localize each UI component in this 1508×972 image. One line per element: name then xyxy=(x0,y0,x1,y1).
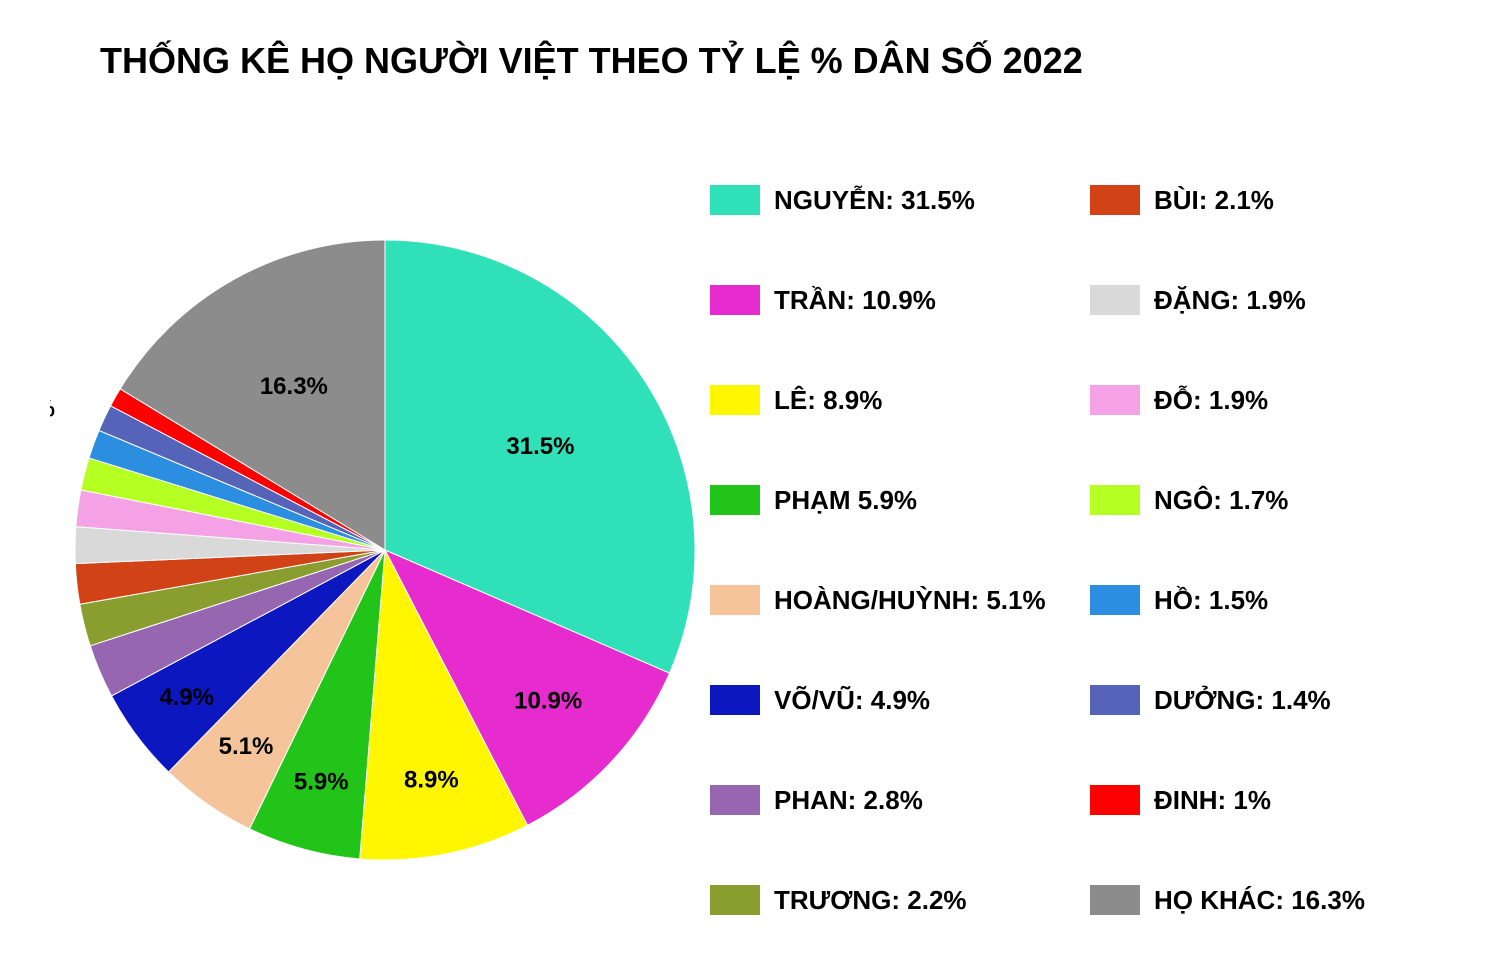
legend-item: ĐINH: 1% xyxy=(1090,750,1460,850)
legend-swatch xyxy=(1090,485,1140,515)
legend-item: DƯỞNG: 1.4% xyxy=(1090,650,1460,750)
legend-swatch xyxy=(710,385,760,415)
legend-label: NGÔ: 1.7% xyxy=(1154,485,1288,516)
legend-label: ĐỖ: 1.9% xyxy=(1154,385,1268,416)
legend-swatch xyxy=(1090,585,1140,615)
legend-item: HỒ: 1.5% xyxy=(1090,550,1460,650)
legend-swatch xyxy=(710,285,760,315)
legend-item: PHẠM 5.9% xyxy=(710,450,1080,550)
legend-swatch xyxy=(710,885,760,915)
legend-swatch xyxy=(1090,885,1140,915)
slice-label-external: 1% xyxy=(50,395,55,422)
legend-item: TRẦN: 10.9% xyxy=(710,250,1080,350)
legend-swatch xyxy=(710,785,760,815)
legend-swatch xyxy=(1090,185,1140,215)
pie-chart-svg: 31.5%10.9%8.9%5.9%5.1%4.9%2.8%2.2%2.1%1.… xyxy=(50,150,750,950)
legend-swatch xyxy=(710,485,760,515)
legend: NGUYỄN: 31.5% BÙI: 2.1% TRẦN: 10.9% ĐẶNG: 1… xyxy=(710,150,1490,950)
legend-label: VÕ/VŨ: 4.9% xyxy=(774,685,930,716)
slice-label: 4.9% xyxy=(159,684,214,711)
pie-chart-area: 31.5%10.9%8.9%5.9%5.1%4.9%2.8%2.2%2.1%1.… xyxy=(50,150,700,950)
legend-swatch xyxy=(710,185,760,215)
legend-label: HOÀNG/HUỲNH: 5.1% xyxy=(774,585,1046,616)
legend-item: ĐẶNG: 1.9% xyxy=(1090,250,1460,350)
legend-swatch xyxy=(710,585,760,615)
legend-item: PHAN: 2.8% xyxy=(710,750,1080,850)
legend-swatch xyxy=(1090,385,1140,415)
legend-label: HỒ: 1.5% xyxy=(1154,585,1268,616)
legend-label: PHAN: 2.8% xyxy=(774,785,923,816)
legend-item: LÊ: 8.9% xyxy=(710,350,1080,450)
legend-item: NGUYỄN: 31.5% xyxy=(710,150,1080,250)
legend-swatch xyxy=(1090,785,1140,815)
slice-label: 10.9% xyxy=(514,688,582,715)
legend-swatch xyxy=(1090,285,1140,315)
legend-swatch xyxy=(710,685,760,715)
legend-item: VÕ/VŨ: 4.9% xyxy=(710,650,1080,750)
legend-item: ĐỖ: 1.9% xyxy=(1090,350,1460,450)
legend-label: TRẦN: 10.9% xyxy=(774,285,936,316)
slice-label: 16.3% xyxy=(260,373,328,400)
chart-title: THỐNG KÊ HỌ NGƯỜI VIỆT THEO TỶ LỆ % DÂN … xyxy=(100,40,1083,82)
legend-swatch xyxy=(1090,685,1140,715)
legend-label: DƯỞNG: 1.4% xyxy=(1154,685,1331,716)
legend-item: HỌ KHÁC: 16.3% xyxy=(1090,850,1460,950)
legend-label: NGUYỄN: 31.5% xyxy=(774,185,975,216)
slice-label: 31.5% xyxy=(506,433,574,460)
legend-item: BÙI: 2.1% xyxy=(1090,150,1460,250)
legend-label: HỌ KHÁC: 16.3% xyxy=(1154,885,1365,916)
legend-label: BÙI: 2.1% xyxy=(1154,185,1274,216)
legend-label: LÊ: 8.9% xyxy=(774,385,882,416)
slice-label: 8.9% xyxy=(404,766,459,793)
legend-label: ĐINH: 1% xyxy=(1154,785,1271,816)
legend-item: NGÔ: 1.7% xyxy=(1090,450,1460,550)
legend-item: HOÀNG/HUỲNH: 5.1% xyxy=(710,550,1080,650)
legend-label: ĐẶNG: 1.9% xyxy=(1154,285,1306,316)
legend-label: PHẠM 5.9% xyxy=(774,485,917,516)
legend-label: TRƯƠNG: 2.2% xyxy=(774,885,967,916)
slice-label: 5.1% xyxy=(219,733,274,760)
legend-item: TRƯƠNG: 2.2% xyxy=(710,850,1080,950)
slice-label: 5.9% xyxy=(294,769,349,796)
